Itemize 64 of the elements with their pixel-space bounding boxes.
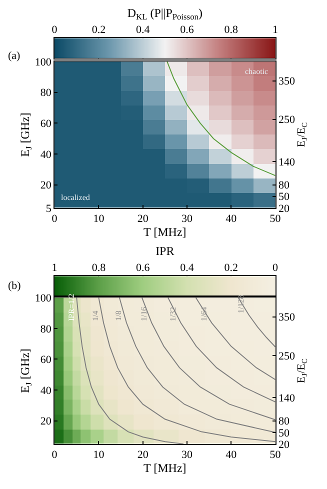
y2-tick-label: 350 [278,76,296,88]
x-tick-label: 0 [52,449,58,462]
text: 1/4 [91,310,100,321]
color-bar-label: 0.8 [224,24,239,36]
y-tick-label: 80 [40,323,52,336]
x-tick-label: 40 [226,449,238,462]
color-bar-title: D$_{KL}$ (P||P$_{Poisson}$) [127,6,202,22]
color-bar-label: 0 [272,262,279,274]
color-bar-label: 0.4 [180,262,194,274]
annotation: localized [61,193,90,202]
x-tick-label: 20 [137,449,149,462]
y-tick-label: 5 [46,202,52,215]
annotation: chaotic [245,67,269,76]
y2-tick-label: 20 [278,438,290,451]
y2-tick-label: 50 [278,427,290,440]
x-tick-label: 0 [52,213,58,226]
text: IPR=1/2 [67,294,76,321]
text: (a) [8,50,21,62]
y2-tick-label: 140 [278,156,296,169]
text: 1/64 [199,306,208,322]
x-tick-label: 10 [93,449,105,462]
y2-tick-label: 350 [278,312,296,324]
y-tick-label: 100 [34,56,52,68]
text: 1/32 [168,306,178,322]
color-bar-label: 0.6 [180,24,194,36]
y-tick-label: 20 [40,416,52,428]
text: 1/8 [114,310,124,321]
x-tick-label: 40 [226,213,238,226]
y2-tick-label: 50 [278,191,290,204]
y2-tick-label: 250 [278,114,296,126]
text: 1/128 [236,294,246,314]
x-axis-title: T [MHz] [144,461,186,476]
y2-tick-label: 20 [278,202,290,215]
y-tick-label: 40 [40,148,52,161]
line-series [76,298,184,444]
y2-tick-label: 80 [278,180,290,192]
line-series [166,62,276,176]
color-bar-label: 0.2 [92,24,106,36]
color-bar-label: 0.8 [92,262,106,274]
color-bar-label: 0.6 [136,262,150,274]
x-tick-label: 10 [93,213,105,226]
y-tick-label: 60 [40,354,52,366]
color-bar-label: 0.2 [224,262,238,274]
y-tick-label: 20 [40,180,52,192]
y2-tick-label: 250 [278,350,296,362]
x-tick-label: 50 [270,449,282,462]
x-tick-label: 30 [181,449,193,462]
y-tick-label: 100 [34,292,52,304]
color-bar-label: 0 [52,24,58,36]
y-tick-label: 60 [40,118,52,130]
color-bar-title: IPR [156,244,174,258]
x-tick-label: 50 [270,213,282,226]
y2-tick-label: 140 [278,392,296,405]
color-bar-label: 1 [52,262,58,274]
text: (b) [8,280,22,292]
text: 1/16 [139,306,148,322]
y-tick-label: 80 [40,87,52,100]
color-bar-label: 1 [272,24,278,36]
x-tick-label: 20 [137,213,149,226]
y2-tick-label: 80 [278,416,290,428]
x-axis-title: T [MHz] [144,225,186,240]
x-tick-label: 30 [181,213,193,226]
color-bar-label: 0.4 [136,24,150,36]
y-tick-label: 40 [40,384,52,397]
